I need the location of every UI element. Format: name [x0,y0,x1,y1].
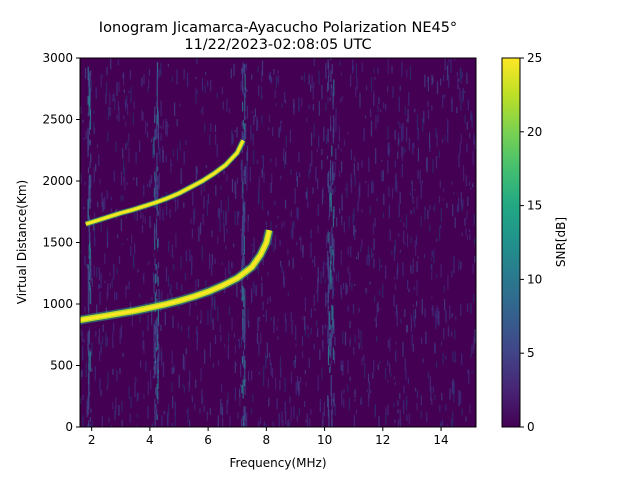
echo-trace-core [85,139,245,225]
colorbar-axis: 0 5 10 15 20 25 [520,51,542,434]
colorbar-tick-label: 25 [527,51,542,65]
colorbar-tick-label: 15 [527,199,542,213]
x-axis: 2 4 6 8 10 12 14 [88,427,449,447]
x-tick-label: 8 [263,433,271,447]
x-tick-label: 14 [433,433,448,447]
x-tick-label: 6 [204,433,212,447]
trace-layer [80,139,274,325]
chart-title: Ionogram Jicamarca-Ayacucho Polarization… [99,20,457,36]
y-tick-label: 1500 [42,236,73,250]
chart-subtitle: 11/22/2023-02:08:05 UTC [184,37,371,53]
y-axis-label: Virtual Distance(Km) [15,180,29,304]
y-tick-label: 3000 [42,51,73,65]
y-tick-label: 2000 [42,174,73,188]
echo-trace-core [80,229,271,322]
colorbar-tick-label: 5 [527,346,535,360]
x-tick-label: 12 [375,433,390,447]
x-tick-label: 2 [88,433,96,447]
colorbar-tick-label: 20 [527,125,542,139]
colorbar-tick-label: 0 [527,420,535,434]
noise-layer [80,58,476,427]
x-tick-label: 10 [317,433,332,447]
y-tick-label: 1000 [42,297,73,311]
x-tick-label: 4 [146,433,154,447]
y-tick-label: 2500 [42,113,73,127]
y-tick-label: 0 [65,420,73,434]
colorbar-tick-label: 10 [527,272,542,286]
y-tick-label: 500 [50,359,73,373]
colorbar-label: SNR[dB] [554,217,568,267]
x-axis-label: Frequency(MHz) [229,456,326,470]
colorbar [501,57,521,428]
y-axis: 0 500 1000 1500 2000 2500 3000 [42,51,80,434]
